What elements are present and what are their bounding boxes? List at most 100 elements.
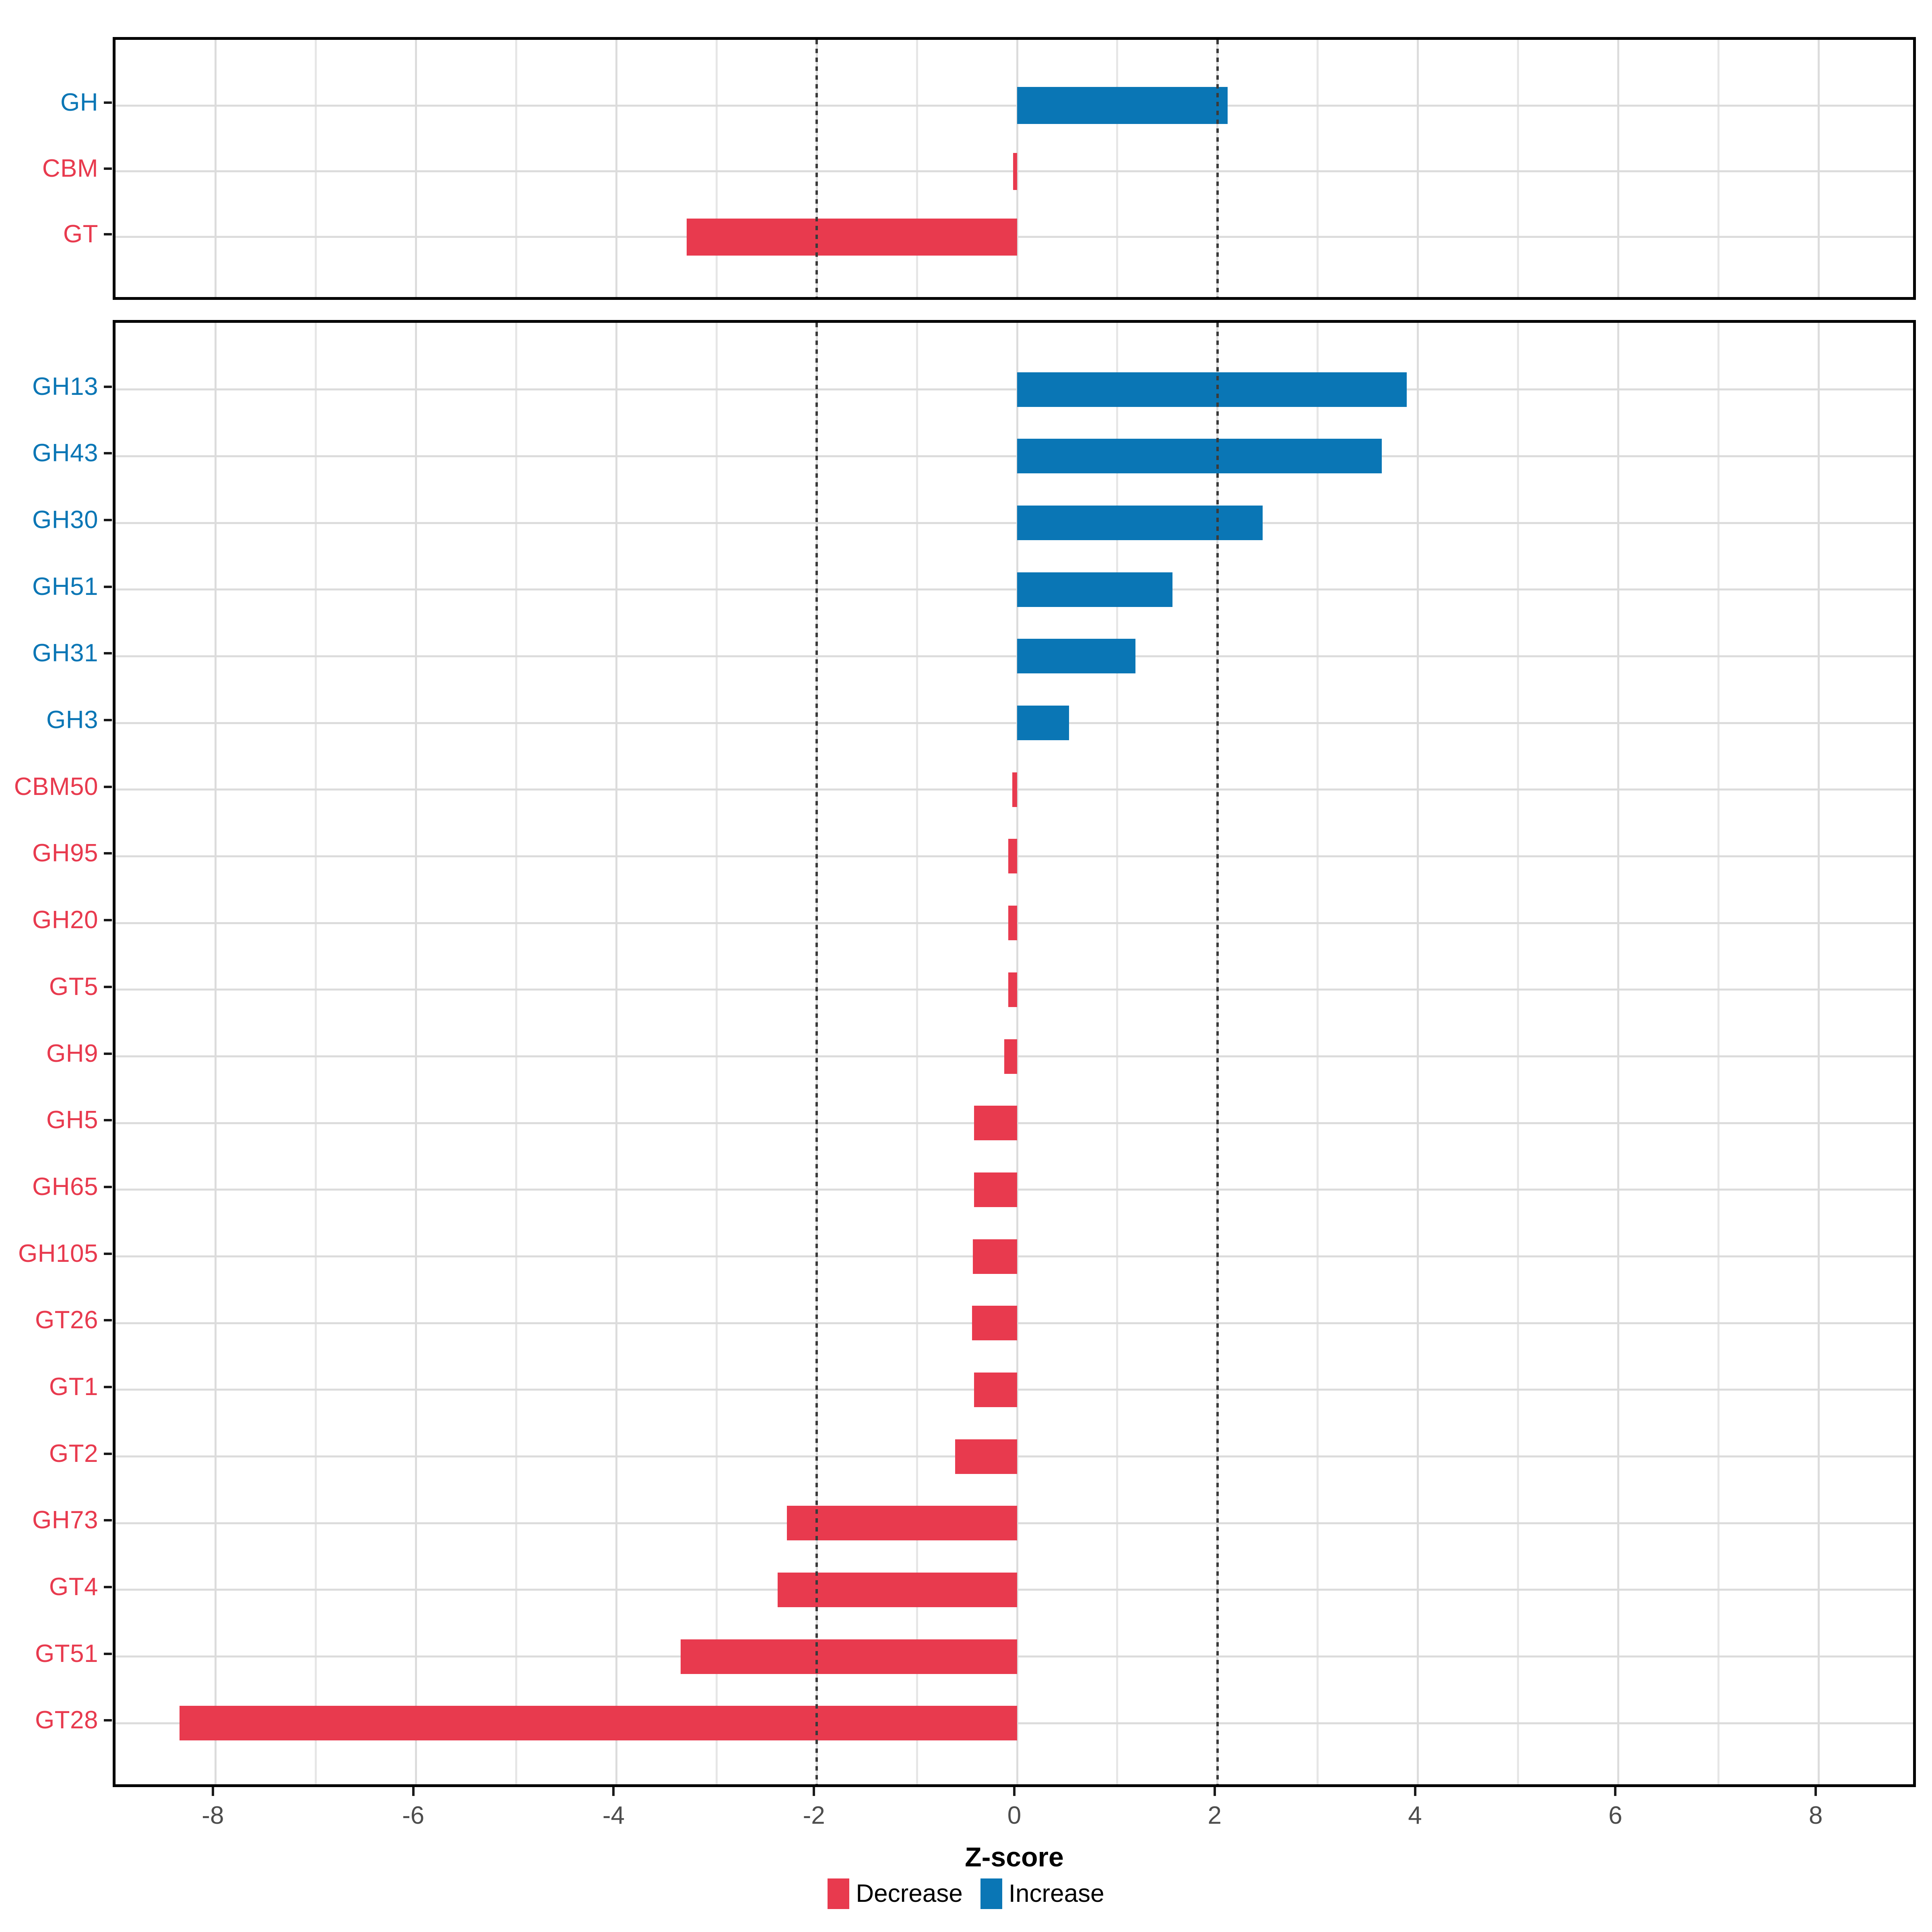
panel-cazyme-class [113,37,1916,300]
x-axis-tick [1814,1787,1817,1796]
y-axis-tick [104,1585,112,1588]
x-axis-title: Z-score [965,1842,1064,1872]
bar[interactable] [973,1239,1017,1274]
x-axis-tick [1414,1787,1416,1796]
bar[interactable] [1017,506,1263,541]
y-axis-tick [104,101,112,104]
bar[interactable] [778,1572,1017,1607]
gridline-vertical-minor [916,323,918,1784]
bar[interactable] [1012,772,1017,807]
y-axis-label-gt: GT [63,220,98,248]
gridline-vertical [615,40,617,297]
y-axis-label-gt51: GT51 [35,1639,98,1668]
y-axis-label-gh65: GH65 [32,1172,98,1201]
y-axis-label-gh43: GH43 [32,439,98,467]
legend-item-decrease[interactable]: Decrease [828,1878,963,1909]
gridline-vertical [215,40,217,297]
bar[interactable] [1013,153,1017,190]
legend-item-increase[interactable]: Increase [980,1878,1104,1909]
gridline-vertical [615,323,617,1784]
x-axis-tick-label: -8 [202,1802,224,1829]
bar[interactable] [974,1372,1017,1407]
y-axis-tick [104,1185,112,1188]
y-axis-label-gh31: GH31 [32,639,98,667]
gridline-horizontal [116,455,1913,457]
gridline-vertical-minor [1116,40,1119,297]
bar[interactable] [955,1439,1017,1474]
bar[interactable] [1008,839,1017,874]
x-axis-tick [412,1787,415,1796]
y-axis-tick [104,1719,112,1722]
y-axis-tick [104,1519,112,1522]
y-axis-tick [104,1652,112,1655]
bar[interactable] [1008,972,1017,1007]
gridline-vertical-minor [1317,40,1319,297]
y-axis-tick [104,985,112,988]
bar[interactable] [1017,706,1069,741]
bar[interactable] [1017,372,1407,407]
legend: Decrease Increase [0,1876,1932,1912]
y-axis-label-gh: GH [60,89,98,117]
gridline-vertical-minor [1116,323,1119,1784]
y-axis-label-gt2: GT2 [49,1439,98,1468]
bar[interactable] [1017,87,1228,124]
legend-swatch-decrease-icon [828,1878,850,1909]
y-axis-label-gh5: GH5 [46,1106,98,1134]
y-axis-label-gt5: GT5 [49,972,98,1001]
x-axis-tick-label: 6 [1608,1802,1622,1829]
bar[interactable] [786,1506,1017,1541]
y-axis-tick [104,519,112,522]
gridline-vertical [1417,40,1419,297]
gridline-vertical [415,323,417,1784]
bar[interactable] [680,1639,1017,1674]
y-axis-tick [104,233,112,235]
y-axis-label-cbm: CBM [42,154,98,182]
y-axis-tick [104,1319,112,1322]
y-axis-label-gh73: GH73 [32,1506,98,1534]
y-axis-label-gt4: GT4 [49,1573,98,1601]
bar[interactable] [1008,906,1017,941]
y-axis-tick [104,585,112,588]
reference-line [815,323,818,1784]
y-axis-tick [104,167,112,170]
reference-line [815,40,818,297]
y-axis-label-gt1: GT1 [49,1373,98,1401]
bar[interactable] [1017,439,1382,474]
y-axis-tick [104,1252,112,1255]
y-axis-tick [104,452,112,455]
bar[interactable] [1017,639,1135,674]
gridline-vertical [1617,323,1619,1784]
x-axis-tick-label: 4 [1408,1802,1422,1829]
y-axis-tick [104,785,112,788]
x-axis-tick-label: -4 [602,1802,625,1829]
gridline-horizontal [116,388,1913,391]
gridline-horizontal [116,588,1913,591]
gridline-vertical-minor [315,323,317,1784]
bar[interactable] [1004,1039,1017,1074]
gridline-vertical-minor [1517,323,1519,1784]
gridline-vertical [415,40,417,297]
bar[interactable] [974,1172,1017,1207]
gridline-vertical [1817,323,1820,1784]
x-axis-tick [1614,1787,1617,1796]
y-axis-label-gt26: GT26 [35,1306,98,1334]
bar[interactable] [972,1306,1017,1341]
gridline-vertical [1817,40,1820,297]
bar[interactable] [686,218,1017,256]
y-axis-tick [104,719,112,722]
y-axis-tick [104,1452,112,1455]
reference-line [1216,40,1219,297]
x-axis-tick-label: 0 [1007,1802,1022,1829]
bar[interactable] [180,1706,1017,1741]
y-axis-tick [104,385,112,388]
y-axis-tick [104,1052,112,1055]
y-axis-label-gh30: GH30 [32,506,98,534]
y-axis-label-cbm50: CBM50 [14,772,98,801]
y-axis-label-gh95: GH95 [32,839,98,867]
bar[interactable] [1017,572,1172,607]
gridline-vertical-minor [515,40,518,297]
gridline-horizontal [116,104,1913,107]
gridline-vertical [1016,323,1018,1784]
bar[interactable] [974,1106,1017,1141]
